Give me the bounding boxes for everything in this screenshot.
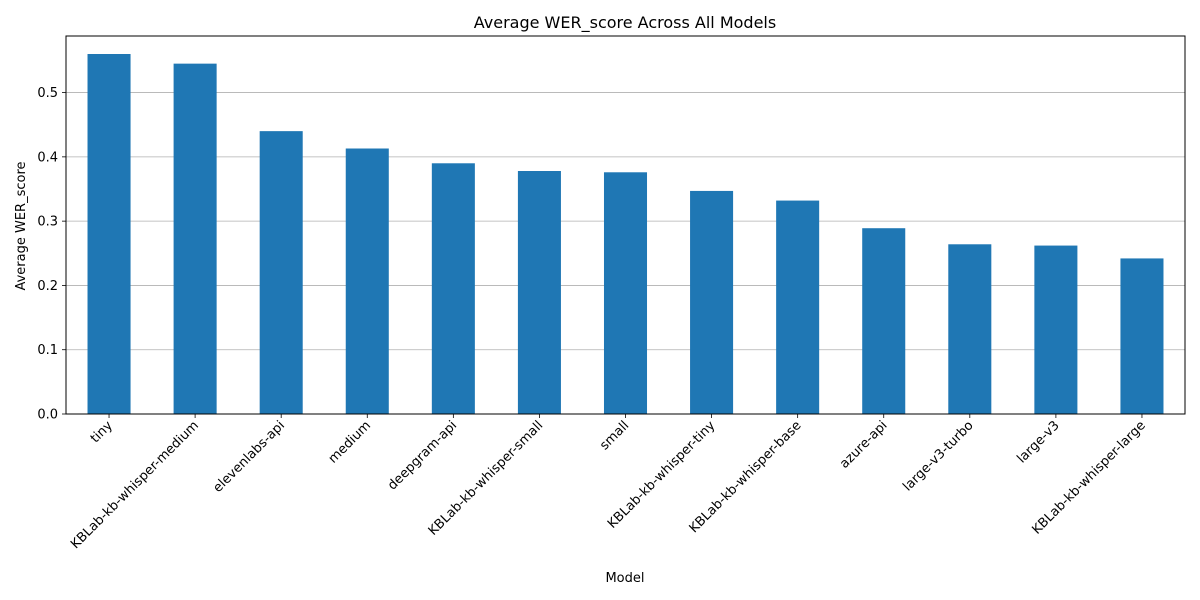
bar-KBLab-kb-whisper-base [776,200,820,414]
bar-KBLab-kb-whisper-tiny [690,190,734,414]
bar-large-v3 [1034,245,1078,414]
y-tick-label: 0.5 [37,86,58,101]
bar-small [603,172,648,414]
bar-KBLab-kb-whisper-small [517,171,561,414]
x-axis-label: Model [605,571,644,586]
bar-KBLab-kb-whisper-large [1120,258,1164,414]
x-tick-label: large-v3 [1014,418,1062,466]
x-tick-label: large-v3-turbo [900,418,976,494]
y-tick-label: 0.4 [37,150,58,165]
bar-azure-api [862,228,906,414]
x-tick-label: tiny [88,418,116,446]
bar-medium [345,148,389,414]
y-axis-label: Average WER_score [14,161,29,290]
x-tick-label: small [597,418,632,453]
bar-KBLab-kb-whisper-medium [173,63,217,415]
chart-title: Average WER_score Across All Models [474,13,776,33]
bar-elevenlabs-api [259,131,303,414]
x-tick-label: elevenlabs-api [210,418,288,496]
y-tick-label: 0.1 [37,343,58,358]
y-tick-label: 0.2 [37,279,58,294]
bar-deepgram-api [431,163,475,414]
x-tick-label: medium [326,418,374,466]
y-axis-ticks: 0.0 0.1 0.2 0.3 0.4 0.5 [37,86,66,423]
bars [87,54,1164,415]
y-tick-label: 0.3 [37,215,58,230]
x-tick-label: deepgram-api [385,418,460,493]
x-tick-label: azure-api [837,418,890,471]
y-tick-label: 0.0 [37,408,58,423]
bar-tiny [87,54,131,414]
bar-large-v3-turbo [948,244,992,414]
x-tick-label: KBLab-kb-whisper-medium [68,418,202,552]
